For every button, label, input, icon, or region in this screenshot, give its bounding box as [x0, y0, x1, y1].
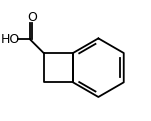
- Text: O: O: [27, 11, 37, 24]
- Text: HO: HO: [1, 33, 20, 46]
